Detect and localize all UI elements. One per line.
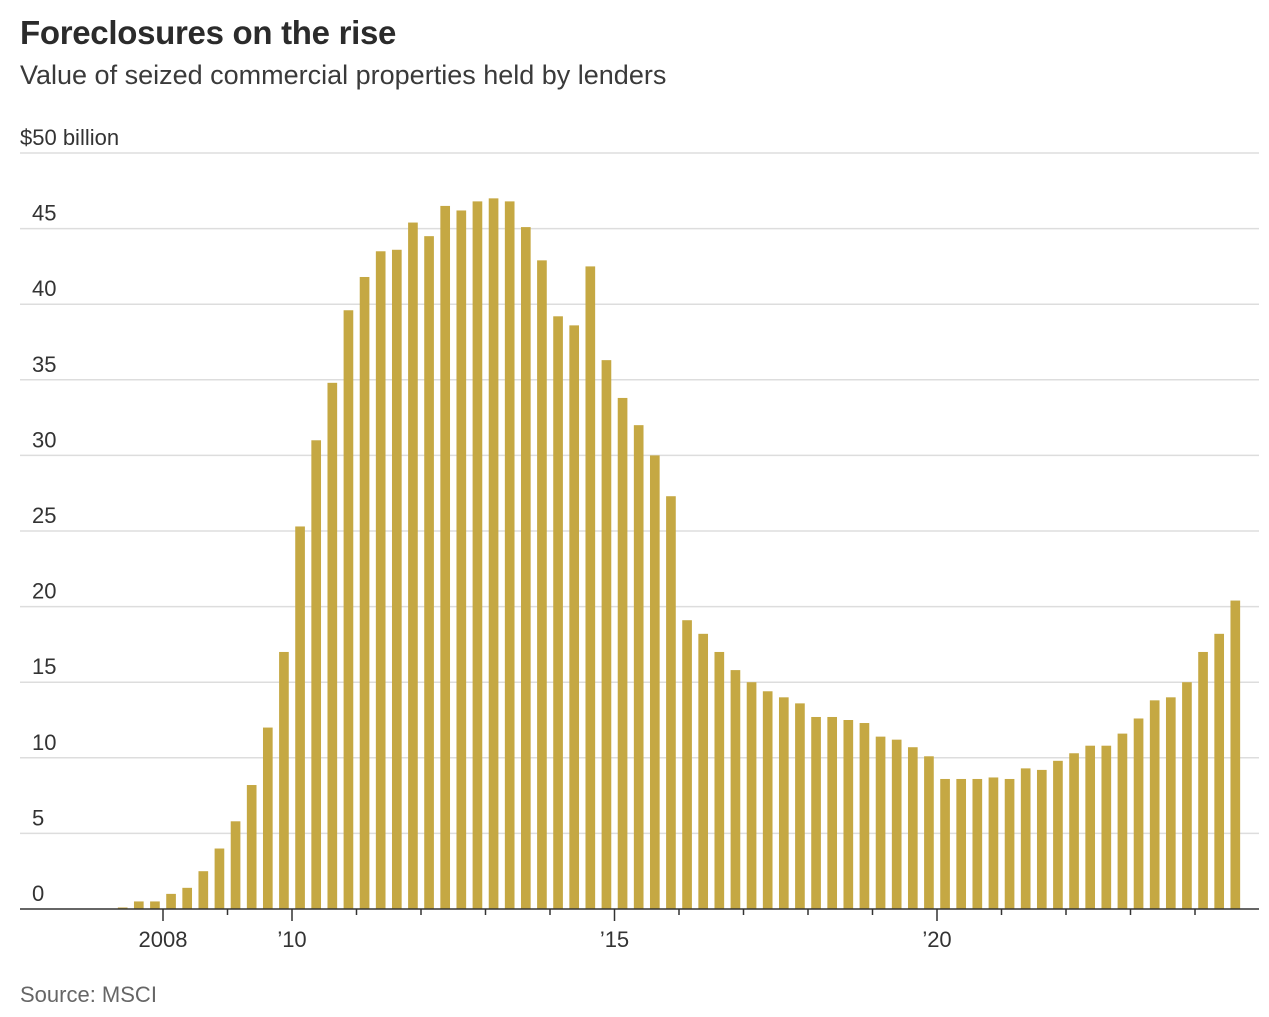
bar [150, 901, 160, 909]
bar [198, 871, 209, 909]
y-tick-label-20: 20 [32, 579, 56, 604]
bar [1069, 753, 1079, 909]
y-tick-label-10: 10 [32, 730, 56, 755]
y-axis-unit-label: $50 billion [20, 125, 119, 150]
bar [907, 747, 918, 909]
bar [1101, 745, 1112, 909]
bar [875, 736, 886, 909]
bar [440, 205, 451, 910]
bar [585, 266, 596, 909]
bar [1117, 733, 1128, 909]
bar [617, 397, 628, 909]
y-tick-label-45: 45 [32, 201, 56, 226]
bar [359, 276, 370, 910]
bar [230, 821, 241, 909]
bar [601, 360, 612, 909]
bar [504, 201, 515, 909]
bar [682, 620, 692, 909]
bar [633, 425, 644, 909]
bar [956, 778, 967, 909]
bar [182, 887, 193, 909]
bar [520, 227, 531, 910]
bar [972, 778, 983, 909]
chart-title: Foreclosures on the rise [20, 14, 397, 51]
bar [1149, 700, 1160, 909]
bar [666, 496, 676, 909]
bar [537, 260, 547, 910]
bar [730, 670, 741, 909]
x-tick-label-2010: ’10 [277, 927, 306, 952]
bar [1085, 745, 1096, 909]
bar [488, 198, 499, 910]
bar [891, 739, 902, 909]
bar [408, 222, 418, 910]
bar [698, 633, 709, 909]
bar [859, 723, 870, 909]
bar [456, 210, 467, 909]
bar [649, 455, 660, 909]
bar [827, 716, 838, 909]
bar [1036, 769, 1047, 909]
y-tick-label-35: 35 [32, 352, 56, 377]
bar [1198, 651, 1208, 909]
bar [553, 316, 563, 909]
bar [327, 382, 338, 909]
y-tick-label-25: 25 [32, 503, 56, 528]
bar [1133, 718, 1144, 909]
bar [988, 777, 999, 909]
bar [569, 325, 580, 909]
y-tick-label-0: 0 [32, 881, 44, 906]
bar [295, 526, 305, 909]
bar [214, 848, 225, 909]
bar [778, 697, 789, 909]
bar [133, 901, 144, 909]
bar [1230, 600, 1241, 909]
bar [279, 651, 289, 909]
bar [262, 727, 273, 909]
y-tick-label-5: 5 [32, 805, 44, 830]
bar [311, 440, 322, 909]
bars [117, 198, 1241, 910]
bar [343, 310, 354, 909]
bar [1053, 760, 1063, 909]
bar [1165, 697, 1176, 909]
bar [924, 756, 934, 909]
bar [472, 201, 483, 909]
bar [246, 785, 257, 909]
bar [940, 778, 950, 909]
bar [391, 249, 402, 909]
bar [1004, 778, 1015, 909]
chart-subtitle: Value of seized commercial properties he… [20, 60, 667, 90]
bar [1020, 768, 1031, 909]
bar [762, 691, 773, 909]
x-tick-label-2020: ’20 [922, 927, 951, 952]
bar [424, 236, 434, 909]
bar [1182, 682, 1192, 909]
source-note: Source: MSCI [20, 982, 157, 1007]
y-axis-labels: $50 billion 0 5 10 15 20 25 30 35 40 45 [20, 125, 119, 906]
bar [811, 716, 821, 909]
bar [166, 893, 176, 909]
bar [746, 682, 757, 909]
bar [714, 651, 725, 909]
bar [117, 907, 128, 909]
x-tick-label-2008: 2008 [139, 927, 188, 952]
y-tick-label-40: 40 [32, 276, 56, 301]
y-tick-label-30: 30 [32, 427, 56, 452]
y-tick-label-15: 15 [32, 654, 56, 679]
bar [375, 251, 386, 909]
bar [795, 703, 805, 909]
x-tick-label-2015: ’15 [600, 927, 629, 952]
bar [1214, 633, 1225, 909]
bar [843, 720, 854, 909]
x-axis: 2008 ’10 ’15 ’20 [20, 908, 1259, 952]
